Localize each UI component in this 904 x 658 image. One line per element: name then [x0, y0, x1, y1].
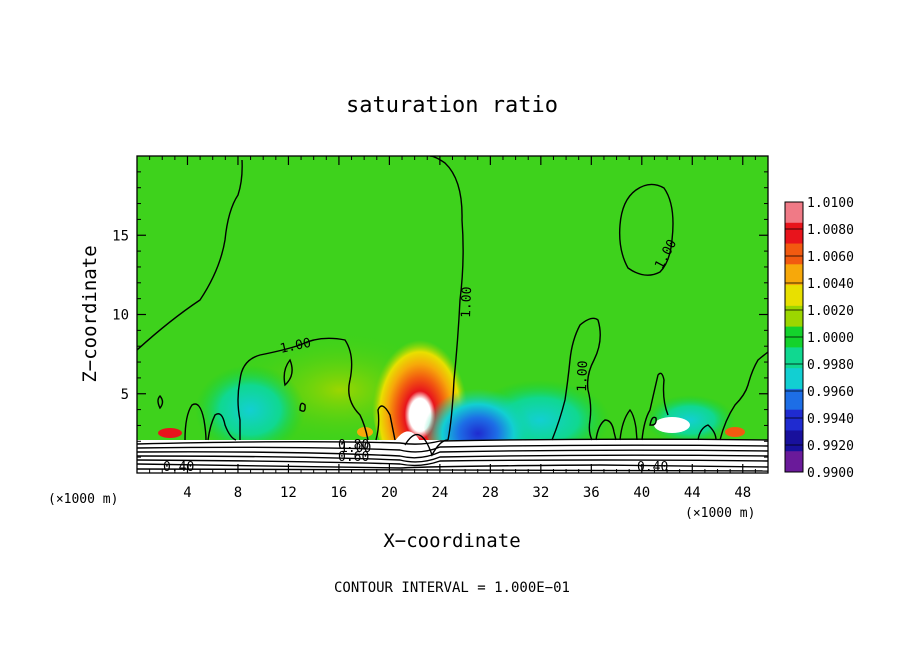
contour-label-9: 0.40	[637, 460, 668, 475]
x-tick-label: 24	[431, 485, 448, 501]
x-tick-label: 36	[583, 485, 600, 501]
x-axis-ticks: 4 8 12 16 20 24 28 32 36 40 44 48	[149, 156, 756, 501]
colorbar-label: 1.0100	[807, 196, 854, 211]
colorbar-label: 1.0060	[807, 250, 854, 265]
colorbar-swatch	[785, 451, 803, 473]
colorbar-label: 0.9900	[807, 466, 854, 481]
x-tick-label: 28	[482, 485, 499, 501]
colorbar-swatch	[785, 388, 803, 411]
x-tick-label: 40	[633, 485, 650, 501]
x-tick-label: 4	[183, 485, 191, 501]
y-axis-label: Z−coordinate	[79, 245, 101, 382]
x-tick-label: 20	[381, 485, 398, 501]
contour-interval-note: CONTOUR INTERVAL = 1.000E−01	[334, 580, 570, 596]
colorbar-label: 0.9940	[807, 412, 854, 427]
contour-label-8: 0.40	[163, 460, 194, 475]
y-tick-label: 15	[112, 228, 129, 244]
colorbar-label: 1.0080	[807, 223, 854, 238]
colorbar-swatch	[785, 347, 803, 369]
x-tick-label: 44	[684, 485, 701, 501]
colorbar-swatch	[785, 430, 803, 452]
y-tick-label: 10	[112, 308, 129, 324]
x-tick-label: 8	[234, 485, 242, 501]
x-tick-label: 12	[280, 485, 297, 501]
small-red-left	[158, 428, 182, 438]
small-red-mid	[357, 427, 373, 437]
colorbar-swatch	[785, 285, 803, 307]
small-red-right	[725, 427, 745, 437]
contour-field: 1.00 1.00 1.00 1.00 1.00 0.80 0.60 0.40 …	[137, 156, 768, 475]
contour-label-6: 0.80	[338, 438, 369, 453]
x-axis-label: X−coordinate	[383, 530, 520, 552]
cyan-patch-left	[195, 365, 305, 455]
contour-label-2: 1.00	[459, 286, 475, 318]
contour-label-5: 1.00	[340, 441, 371, 456]
colorbar-swatch	[785, 264, 803, 286]
colorbar-label: 1.0040	[807, 277, 854, 292]
colorbar-label: 1.0020	[807, 304, 854, 319]
contour-lines	[137, 156, 768, 472]
x-tick-label: 48	[734, 485, 751, 501]
contour-label-1: 1.00	[279, 336, 313, 357]
colorbar-swatch	[785, 368, 803, 390]
colorbar-label: 0.9960	[807, 385, 854, 400]
colorbar-swatch	[785, 202, 803, 224]
y-axis-ticks: 5 10 15	[112, 171, 768, 458]
x-unit-label-right: (×1000 m)	[685, 506, 755, 521]
chart-title: saturation ratio	[346, 93, 558, 118]
colorbar-swatch	[785, 409, 803, 431]
colorbar-swatch	[785, 243, 803, 265]
x-tick-label: 16	[330, 485, 347, 501]
x-tick-label: 32	[532, 485, 549, 501]
contour-label-7: 0.60	[338, 450, 369, 465]
y-tick-label: 5	[121, 387, 129, 403]
colorbar-label: 0.9980	[807, 358, 854, 373]
white-patch-right	[654, 417, 690, 433]
colorbar: 1.0100 1.0080 1.0060 1.0040 1.0020 1.0000 0.99…	[784, 196, 854, 481]
contour-label-3: 1.00	[575, 360, 591, 392]
colorbar-label: 1.0000	[807, 331, 854, 346]
colorbar-swatch	[785, 222, 803, 245]
x-unit-label-left: (×1000 m)	[48, 492, 118, 507]
colorbar-swatch	[785, 305, 803, 328]
colorbar-label: 0.9920	[807, 439, 854, 454]
